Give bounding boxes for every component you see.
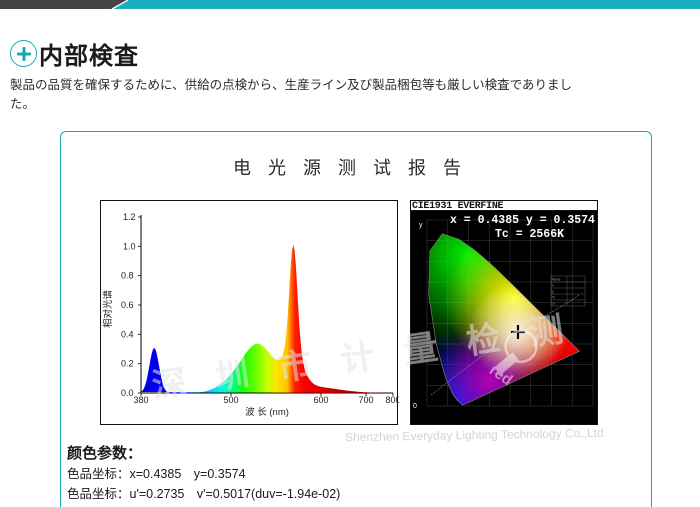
svg-text:800: 800 [385, 395, 399, 405]
svg-text:0.2: 0.2 [121, 359, 134, 369]
svg-text:0.4: 0.4 [121, 329, 134, 339]
svg-text:Tc: Tc [552, 296, 556, 300]
svg-text:0.8: 0.8 [121, 271, 134, 281]
svg-text:y: y [419, 222, 423, 229]
svg-text:波 长 (nm): 波 长 (nm) [245, 406, 289, 418]
svg-text:相对光谱: 相对光谱 [102, 290, 114, 329]
svg-text:600: 600 [313, 395, 328, 405]
svg-text:380: 380 [133, 395, 148, 405]
svg-text:0.6: 0.6 [121, 300, 134, 310]
svg-text:700: 700 [358, 395, 373, 405]
svg-text:Name: Name [552, 278, 561, 282]
svg-text:0: 0 [413, 403, 417, 410]
svg-text:1.2: 1.2 [123, 212, 136, 222]
svg-text:1.0: 1.0 [123, 241, 136, 251]
svg-text:0.0: 0.0 [121, 388, 134, 398]
